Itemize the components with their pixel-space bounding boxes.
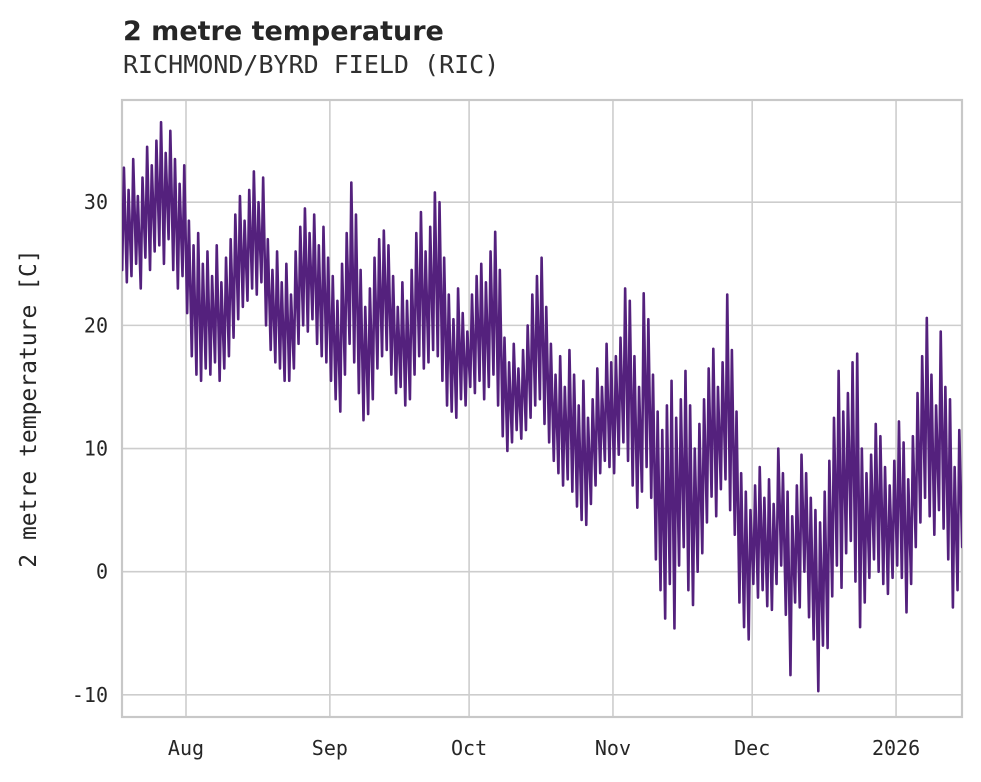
y-tick-label-30: 30 [84,190,108,214]
x-tick-label-Nov: Nov [595,736,631,760]
plot-border [120,98,964,719]
x-tick-label-Dec: Dec [734,736,770,760]
chart-title: 2 metre temperature [123,16,444,47]
y-axis-label: 2 metre temperature [C] [16,249,42,568]
x-tick-label-Oct: Oct [451,736,487,760]
y-tick-label--10: -10 [72,683,108,707]
y-tick-label-0: 0 [96,560,108,584]
x-tick-label-2026: 2026 [872,736,920,760]
y-tick-label-20: 20 [84,313,108,337]
chart-subtitle: RICHMOND/BYRD FIELD (RIC) [123,50,500,79]
x-tick-label-Sep: Sep [312,736,348,760]
y-tick-label-10: 10 [84,437,108,461]
x-tick-label-Aug: Aug [168,736,204,760]
temperature-line [122,120,962,693]
